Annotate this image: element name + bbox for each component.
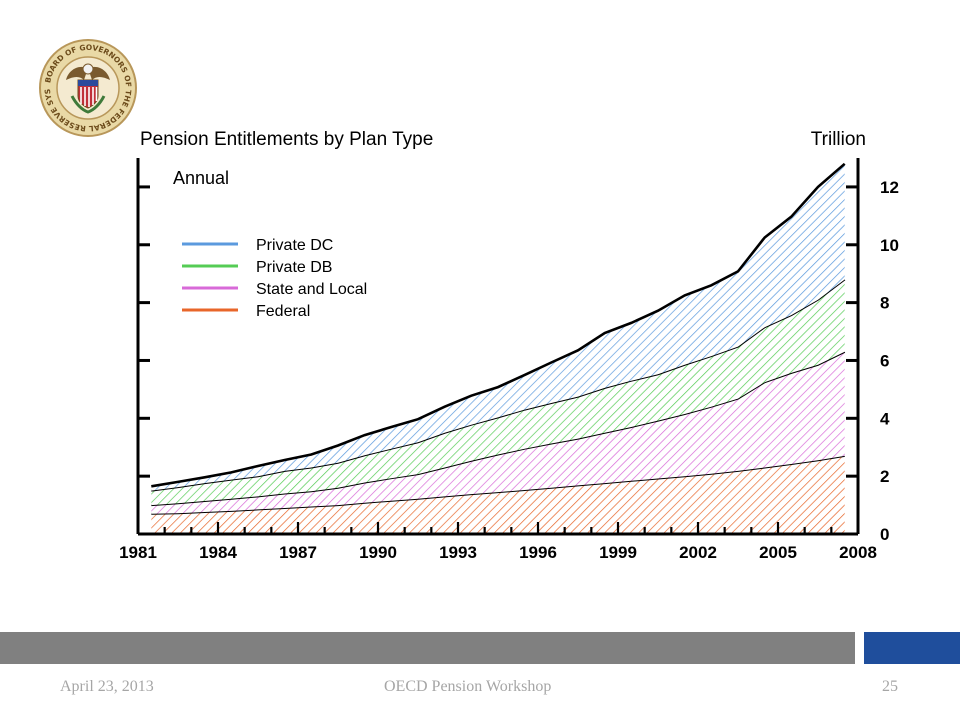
area-private-dc xyxy=(151,163,845,491)
y-tick-label: 0 xyxy=(880,525,889,544)
total-line-group xyxy=(151,162,846,488)
x-tick-label: 2008 xyxy=(839,543,877,562)
y-tick-label: 6 xyxy=(880,351,889,370)
x-tick-label: 1990 xyxy=(359,543,397,562)
y-tick-label: 2 xyxy=(880,467,889,486)
frequency-label: Annual xyxy=(173,168,229,188)
x-tick-label: 2005 xyxy=(759,543,797,562)
legend-label: Federal xyxy=(256,303,310,320)
x-tick-label: 1984 xyxy=(199,543,237,562)
x-tick-label: 1996 xyxy=(519,543,557,562)
y-tick-label: 4 xyxy=(880,409,890,428)
pension-entitlements-chart: Pension Entitlements by Plan Type Trilli… xyxy=(119,129,899,562)
x-tick-label: 1999 xyxy=(599,543,637,562)
legend: Private DC Private DB State and Local Feder… xyxy=(182,237,367,320)
area-series-group xyxy=(151,163,846,534)
footer-accent-square xyxy=(864,632,960,664)
legend-label: State and Local xyxy=(256,281,367,298)
footer-bar xyxy=(0,632,855,664)
federal-reserve-seal-logo: BOARD OF GOVERNORS OF THE FEDERAL RESERV… xyxy=(38,38,137,137)
area-federal xyxy=(151,455,845,534)
total-line xyxy=(151,162,846,488)
unit-label: Trillion xyxy=(811,129,866,150)
x-tick-label: 1987 xyxy=(279,543,317,562)
footer-event-name: OECD Pension Workshop xyxy=(384,678,552,695)
x-tick-label: 1981 xyxy=(119,543,157,562)
y-tick-label: 12 xyxy=(880,178,899,197)
y-tick-label: 10 xyxy=(880,236,899,255)
axes-group: 0 2 4 6 8 10 12 1981 1984 1987 1990 1993 1996 1999 200… xyxy=(119,158,899,562)
footer-date: April 23, 2013 xyxy=(60,678,154,695)
x-tick-label: 1993 xyxy=(439,543,477,562)
area-private-db xyxy=(151,279,845,506)
y-tick-label: 8 xyxy=(880,294,889,313)
legend-label: Private DC xyxy=(256,237,333,254)
area-state-and-local xyxy=(151,351,845,514)
legend-label: Private DB xyxy=(256,259,332,276)
chart-title: Pension Entitlements by Plan Type xyxy=(140,129,433,150)
x-tick-label: 2002 xyxy=(679,543,717,562)
slide-number: 25 xyxy=(882,678,898,695)
